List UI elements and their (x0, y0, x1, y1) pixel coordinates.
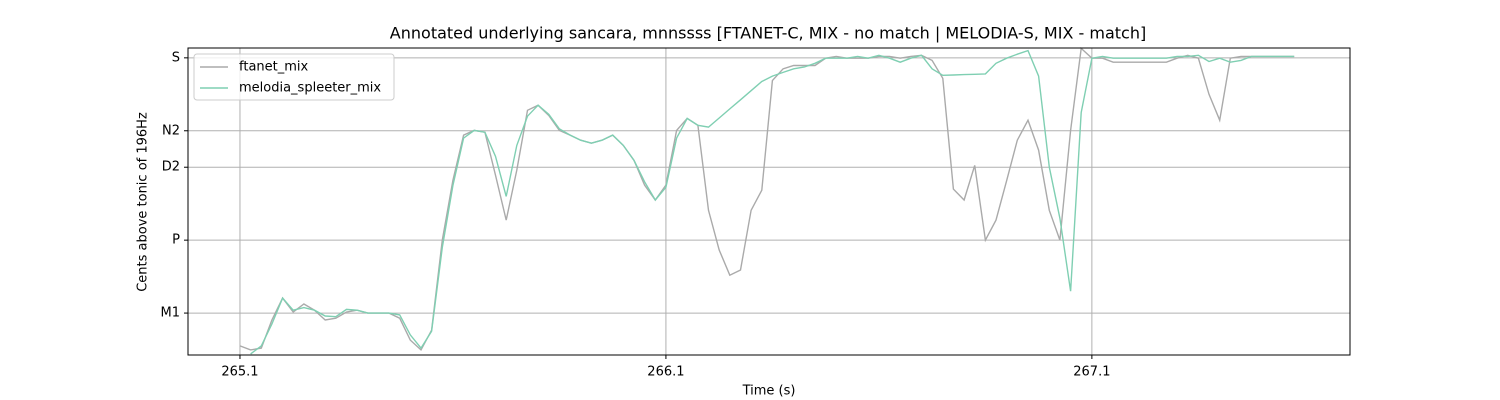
y-tick-label: P (172, 233, 180, 248)
legend-label: melodia_spleeter_mix (239, 81, 381, 96)
y-tick-label: N2 (162, 123, 180, 138)
y-tick-label: M1 (161, 306, 181, 321)
legend-label: ftanet_mix (239, 60, 309, 75)
legend-box (193, 53, 395, 101)
x-axis-label: Time (s) (742, 384, 796, 399)
x-tick-label: 267.1 (1073, 365, 1110, 380)
plot-frame (187, 47, 1351, 356)
y-tick-label: S (172, 50, 180, 65)
series-line (239, 46, 1295, 352)
series-line (250, 49, 1295, 355)
x-tick-label: 265.1 (221, 365, 258, 380)
x-tick-label: 266.1 (647, 365, 684, 380)
y-axis-label: Cents above tonic of 196Hz (136, 112, 151, 292)
y-tick-label: D2 (162, 160, 180, 175)
chart-title: Annotated underlying sancara, mnnssss [F… (390, 24, 1146, 43)
